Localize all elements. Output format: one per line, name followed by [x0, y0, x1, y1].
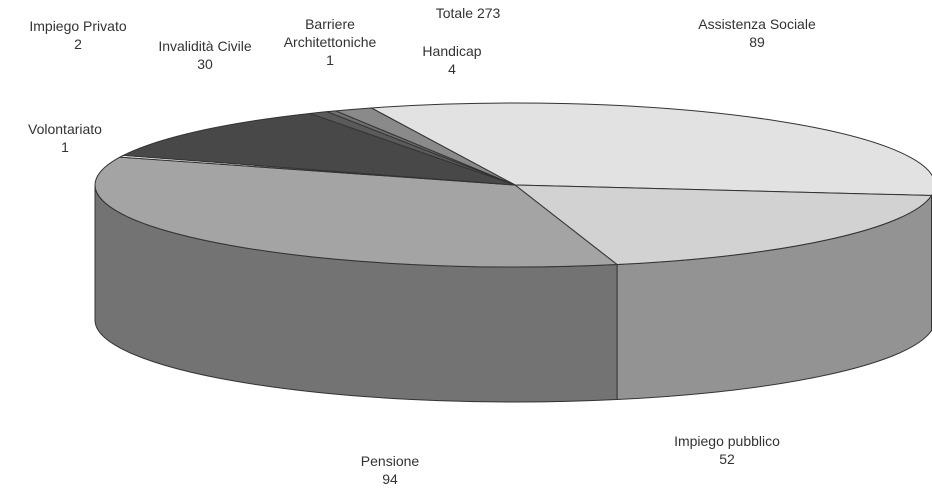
value-label: 1 — [61, 139, 69, 155]
slice-label: Handicap 4 — [402, 42, 502, 78]
value-label: 89 — [749, 34, 765, 50]
chart-title: Totale 273 — [435, 5, 501, 21]
category-label: Handicap — [422, 43, 482, 59]
value-label: 1 — [326, 52, 334, 68]
slice — [335, 107, 516, 186]
category-label: Pensione — [360, 453, 420, 469]
category-label: Barriere Architettoniche — [283, 16, 377, 50]
slice — [513, 184, 932, 266]
slice — [369, 102, 932, 197]
category-label: Impiego Privato — [29, 18, 127, 34]
slice-label: Barriere Architettoniche 1 — [265, 15, 395, 69]
value-label: 52 — [719, 451, 735, 467]
slice — [121, 112, 516, 186]
value-label: 4 — [448, 61, 456, 77]
slice-label: Invalidità Civile 30 — [135, 37, 275, 73]
slice — [94, 156, 619, 268]
category-label: Impiego pubblico — [674, 433, 780, 449]
value-label: 94 — [382, 471, 398, 487]
slice-label: Impiego Privato 2 — [8, 17, 148, 53]
slice-label: Volontariato 1 — [0, 120, 135, 156]
slice-label: Pensione 94 — [290, 452, 490, 488]
category-label: Assistenza Sociale — [698, 16, 816, 32]
value-label: 2 — [74, 36, 82, 52]
slice-label: Assistenza Sociale 89 — [657, 15, 857, 51]
category-label: Invalidità Civile — [158, 38, 252, 54]
slice-label: Impiego pubblico 52 — [627, 432, 827, 468]
category-label: Volontariato — [28, 121, 102, 137]
value-label: 30 — [197, 56, 213, 72]
